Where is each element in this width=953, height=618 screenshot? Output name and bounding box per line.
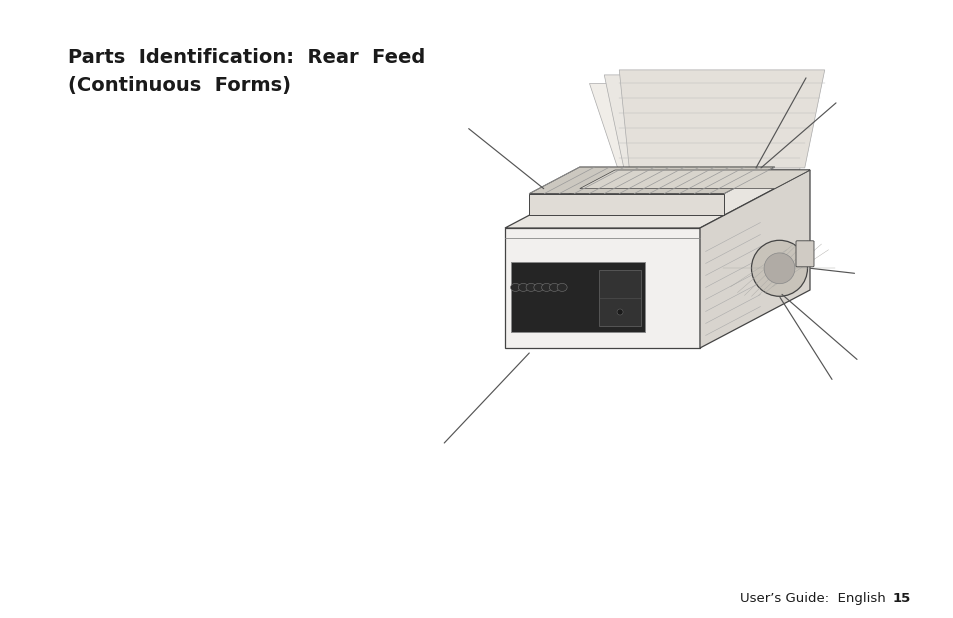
Polygon shape <box>598 270 640 326</box>
Polygon shape <box>618 70 824 168</box>
Polygon shape <box>529 193 723 215</box>
Polygon shape <box>529 167 774 193</box>
Polygon shape <box>510 261 645 332</box>
Polygon shape <box>504 170 809 228</box>
Circle shape <box>751 240 806 296</box>
Polygon shape <box>603 75 809 170</box>
Circle shape <box>617 309 622 315</box>
Ellipse shape <box>525 284 536 292</box>
Ellipse shape <box>541 284 551 292</box>
FancyBboxPatch shape <box>795 241 813 267</box>
Polygon shape <box>700 170 809 348</box>
Ellipse shape <box>517 284 528 292</box>
Text: (Continuous  Forms): (Continuous Forms) <box>68 76 291 95</box>
Polygon shape <box>579 170 809 188</box>
Text: 15: 15 <box>892 592 910 605</box>
Circle shape <box>763 253 794 284</box>
Ellipse shape <box>510 284 520 292</box>
Text: User’s Guide:  English: User’s Guide: English <box>740 592 884 605</box>
Ellipse shape <box>534 284 543 292</box>
Polygon shape <box>504 228 700 348</box>
Ellipse shape <box>549 284 558 292</box>
Ellipse shape <box>557 284 566 292</box>
Polygon shape <box>589 83 794 173</box>
Text: Parts  Identification:  Rear  Feed: Parts Identification: Rear Feed <box>68 48 425 67</box>
